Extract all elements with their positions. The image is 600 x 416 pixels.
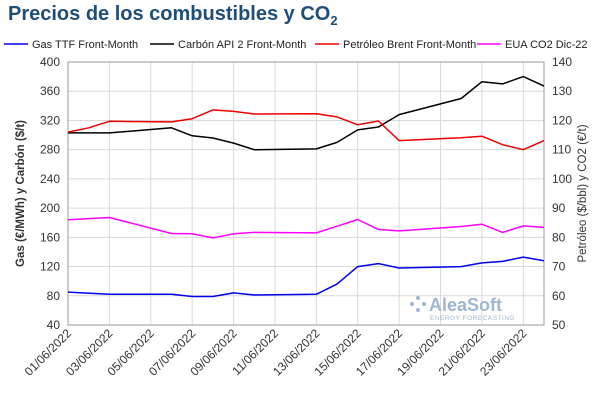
watermark-logo: AleaSoft ENERGY FORECASTING	[410, 295, 515, 322]
left-tick-label: 200	[40, 201, 60, 215]
right-tick-label: 50	[552, 318, 566, 332]
plot-frame	[67, 61, 545, 326]
right-tick-label: 100	[552, 172, 572, 186]
chart-title: Precios de los combustibles y CO2	[8, 3, 338, 28]
left-axis-ticks: 40 80 120 160 200 240 280 320 360 400	[40, 55, 60, 332]
x-axis-ticks: 01/06/202203/06/202205/06/202207/06/2022…	[22, 326, 530, 379]
right-tick-label: 120	[552, 113, 572, 127]
right-tick-label: 70	[552, 260, 566, 274]
watermark-brand: AleaSoft	[429, 295, 502, 315]
left-tick-label: 80	[47, 289, 61, 303]
left-tick-label: 120	[40, 260, 60, 274]
right-tick-label: 130	[552, 84, 572, 98]
series-line-carb-n-api-2-front-month	[68, 75, 545, 151]
left-tick-label: 40	[47, 318, 61, 332]
right-tick-label: 140	[552, 55, 572, 69]
left-tick-label: 280	[40, 143, 60, 157]
left-tick-label: 400	[40, 55, 60, 69]
right-tick-label: 90	[552, 201, 566, 215]
legend: Gas TTF Front-Month Carbón API 2 Front-Mo…	[4, 39, 588, 51]
series-line-gas-ttf-front-month	[67, 256, 545, 298]
legend-label: Carbón API 2 Front-Month	[178, 39, 306, 51]
legend-label: Petróleo Brent Front-Month	[343, 39, 476, 51]
left-axis-title: Gas (€/MWh) y Carbón ($/t)	[15, 120, 27, 267]
left-tick-label: 360	[40, 84, 60, 98]
right-tick-label: 60	[552, 289, 566, 303]
series-line-petr-leo-brent-front-month	[67, 109, 545, 151]
right-axis-ticks: 50 60 70 80 90 100 110 120 130 140	[552, 55, 572, 332]
right-tick-label: 110	[552, 143, 571, 157]
left-tick-label: 240	[40, 172, 60, 186]
right-tick-label: 80	[552, 230, 566, 244]
watermark-tagline: ENERGY FORECASTING	[430, 315, 515, 322]
series-lines	[67, 75, 545, 298]
gridlines	[67, 61, 544, 326]
left-tick-label: 320	[40, 113, 60, 127]
legend-label: Gas TTF Front-Month	[32, 39, 138, 51]
legend-label: EUA CO2 Dic-22	[505, 39, 588, 51]
left-tick-label: 160	[40, 230, 60, 244]
series-line-eua-co2-dic-22	[67, 216, 545, 239]
right-axis-title: Petróleo ($/bbl) y CO2 (€/t)	[577, 124, 589, 262]
